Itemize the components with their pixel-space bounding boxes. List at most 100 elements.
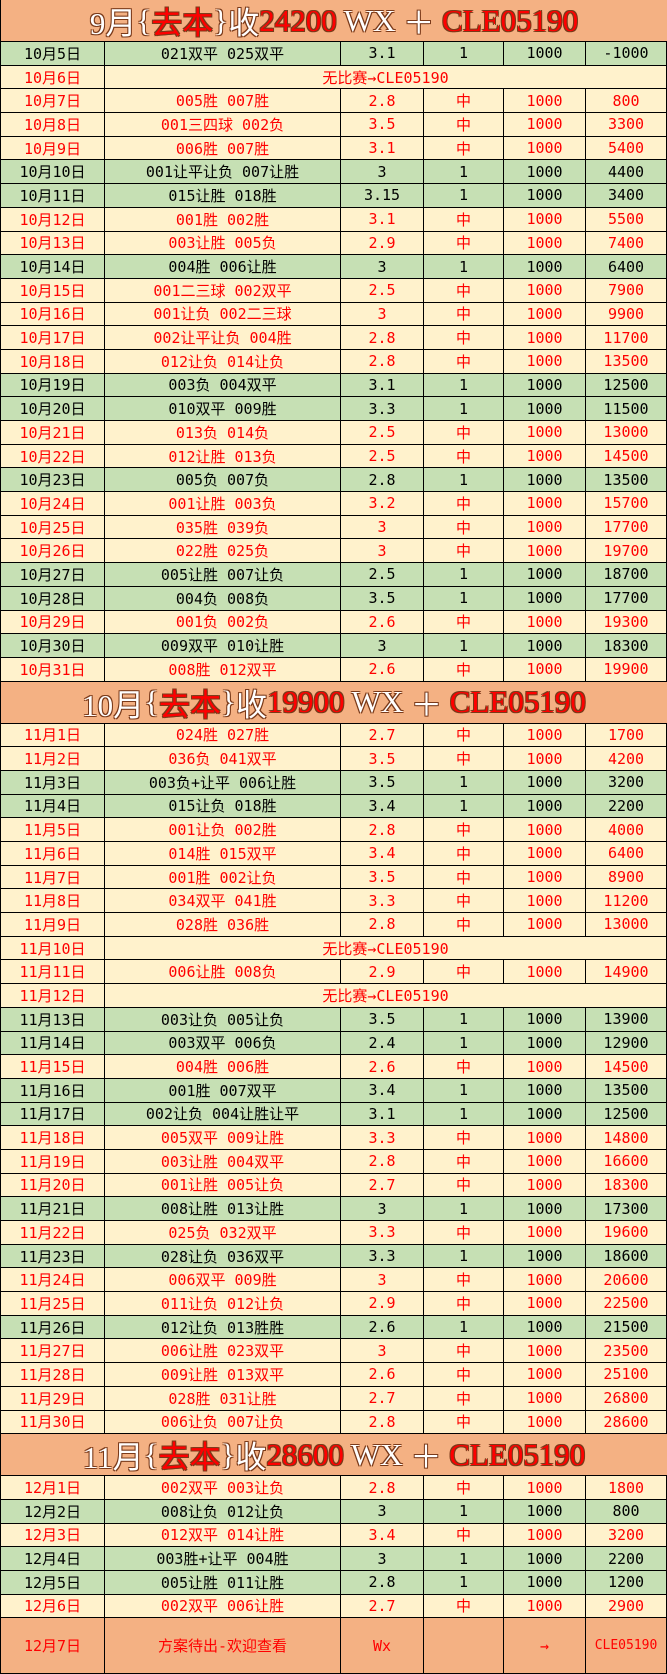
table-row: 11月5日 001让负 002胜 2.8 中 1000 4000	[1, 818, 667, 842]
date-cell: 11月29日	[1, 1386, 105, 1410]
picks-cell: 006让负 007让负	[105, 1410, 341, 1434]
picks-cell: 004负 008负	[105, 586, 341, 610]
stake-cell: 1000	[504, 1594, 586, 1618]
result-cell: 1	[424, 255, 504, 278]
picks-cell: 001让胜 003负	[105, 492, 341, 515]
stake-cell: 1000	[504, 515, 586, 539]
result-cell: 1	[424, 468, 504, 492]
result-cell: 中	[424, 913, 504, 936]
result-cell: 1	[424, 1547, 504, 1570]
odds-cell: 3.3	[341, 889, 424, 913]
result-cell: 1	[424, 42, 504, 65]
odds-cell: 3	[341, 539, 424, 563]
table-row: 11月28日 009让胜 013双平 2.6 中 1000 25100	[1, 1363, 667, 1387]
picks-cell: 008让负 012让负	[105, 1499, 341, 1523]
date-cell: 11月5日	[1, 818, 105, 841]
balance-cell: 18300	[586, 1173, 667, 1197]
table-row: 11月16日 001胜 007双平 3.4 1 1000 13500	[1, 1078, 667, 1103]
date-cell: 10月28日	[1, 586, 105, 610]
result-cell: 中	[424, 1173, 504, 1197]
date-cell: 11月14日	[1, 1031, 105, 1055]
picks-cell: 003双平 006负	[105, 1031, 341, 1055]
result-cell: 中	[424, 278, 504, 302]
table-row: 10月10日 001让平让负 007让胜 3 1 1000 4400	[1, 160, 667, 185]
picks-cell: 003胜+让平 004胜	[105, 1547, 341, 1570]
picks-cell: 005让胜 011让胜	[105, 1570, 341, 1594]
date-cell: 12月6日	[1, 1594, 105, 1618]
balance-cell: 2200	[586, 1547, 667, 1570]
date-cell: 12月7日	[1, 1618, 105, 1674]
stake-cell: 1000	[504, 913, 586, 936]
odds-cell: 3.3	[341, 1244, 424, 1268]
date-cell: 11月30日	[1, 1410, 105, 1434]
date-cell: 11月6日	[1, 842, 105, 865]
table-row: 11月9日 028胜 036胜 2.8 中 1000 13000	[1, 913, 667, 937]
result-cell: 1	[424, 794, 504, 818]
odds-cell: 3	[341, 634, 424, 657]
stake-cell: 1000	[504, 842, 586, 865]
stake-cell: 1000	[504, 160, 586, 184]
odds-cell: 2.5	[341, 278, 424, 302]
balance-cell: 17300	[586, 1197, 667, 1220]
stake-cell: 1000	[504, 889, 586, 913]
header-wx: WX	[344, 684, 412, 720]
table-row: 11月10日 无比赛→CLE05190	[1, 936, 667, 961]
result-cell: 中	[424, 231, 504, 255]
picks-cell: 005胜 007胜	[105, 89, 341, 113]
date-cell: 10月13日	[1, 231, 105, 255]
balance-cell: 1800	[586, 1476, 667, 1499]
date-cell: 10月16日	[1, 302, 105, 326]
balance-cell: 4200	[586, 747, 667, 770]
header-month: 11月	[82, 1440, 144, 1476]
header-close: }	[213, 2, 229, 38]
result-cell: 中	[424, 113, 504, 136]
picks-cell: 005让胜 007让负	[105, 563, 341, 586]
date-cell: 11月24日	[1, 1268, 105, 1292]
balance-cell: 16600	[586, 1149, 667, 1173]
header-amount: 28600	[266, 1436, 344, 1472]
date-cell: 11月27日	[1, 1339, 105, 1363]
picks-cell: 012让负 014让负	[105, 349, 341, 373]
stake-cell: 1000	[504, 1031, 586, 1055]
date-cell: 11月28日	[1, 1363, 105, 1386]
picks-cell: 003让胜 005负	[105, 231, 341, 255]
picks-cell: 009双平 010让胜	[105, 634, 341, 657]
table-row: 12月2日 008让负 012让负 3 1 1000 800	[1, 1499, 667, 1524]
date-cell: 10月9日	[1, 136, 105, 160]
table-row: 10月26日 022胜 025负 3 中 1000 19700	[1, 539, 667, 564]
header-amount: 19900	[266, 684, 345, 720]
header-wx: WX	[343, 1436, 411, 1472]
odds-cell: 2.8	[341, 349, 424, 373]
result-cell: 1	[424, 563, 504, 586]
balance-cell: 4400	[586, 160, 667, 184]
balance-cell: 8900	[586, 865, 667, 889]
table-row: 11月8日 034双平 041胜 3.3 中 1000 11200	[1, 889, 667, 914]
stake-cell: 1000	[504, 1386, 586, 1410]
header-wx: WX	[336, 2, 404, 38]
table-row: 11月30日 006让负 007让负 2.8 中 1000 28600	[1, 1410, 667, 1435]
result-cell: 中	[424, 723, 504, 747]
result-cell: 1	[424, 770, 504, 794]
table-row: 10月24日 001让胜 003负 3.2 中 1000 15700	[1, 492, 667, 516]
table-row: 10月13日 003让胜 005负 2.9 中 1000 7400	[1, 231, 667, 256]
picks-cell: 003负+让平 006让胜	[105, 770, 341, 794]
date-cell: 10月29日	[1, 610, 105, 634]
picks-cell: 008胜 012双平	[105, 657, 341, 681]
odds-cell: 3	[341, 255, 424, 278]
header-month: 9月	[89, 6, 137, 41]
header-plus: ＋	[403, 6, 443, 41]
odds-cell: Wx	[341, 1618, 424, 1674]
odds-cell: 3.2	[341, 492, 424, 515]
result-cell: 中	[424, 89, 504, 113]
picks-cell: 006胜 007胜	[105, 136, 341, 160]
table-row: 10月25日 035胜 039负 3 中 1000 17700	[1, 515, 667, 540]
odds-cell: 3.5	[341, 747, 424, 770]
result-cell: 中	[424, 492, 504, 515]
picks-cell: 022胜 025负	[105, 539, 341, 563]
odds-cell: 2.8	[341, 326, 424, 349]
stake-cell: 1000	[504, 723, 586, 747]
picks-cell: 001胜 002胜	[105, 207, 341, 231]
odds-cell: 3.4	[341, 1523, 424, 1547]
table-row: 10月23日 005负 007负 2.8 1 1000 13500	[1, 468, 667, 493]
stake-cell: 1000	[504, 1244, 586, 1268]
